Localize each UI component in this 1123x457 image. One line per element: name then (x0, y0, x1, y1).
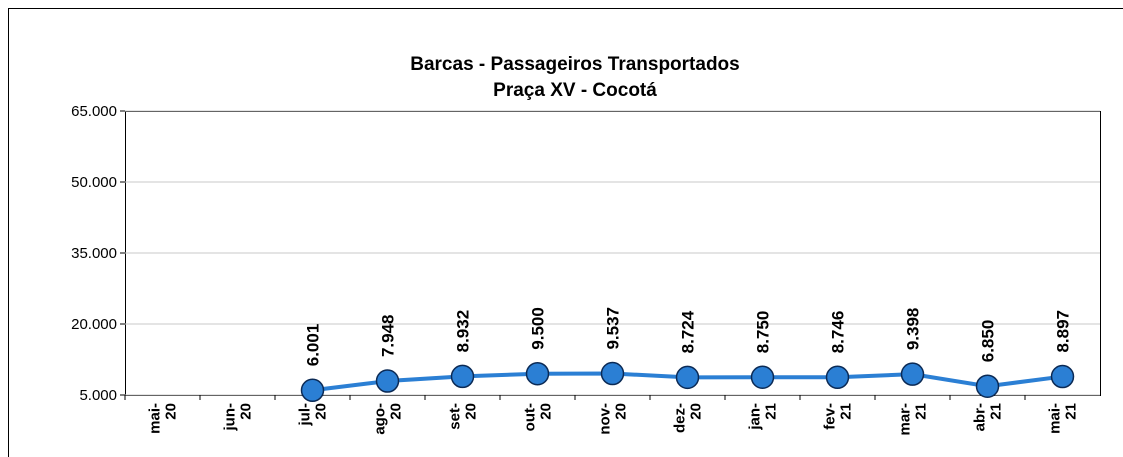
data-label: 6.850 (979, 320, 998, 363)
data-label: 8.897 (1054, 310, 1073, 353)
x-tick-label: mai-21 (1047, 403, 1080, 434)
chart-subtitle: Praça XV - Cocotá (493, 80, 657, 101)
data-label: 8.746 (829, 311, 848, 354)
x-tick-label: dez-20 (672, 403, 705, 433)
data-label: 6.001 (304, 324, 323, 367)
marker (1050, 364, 1075, 389)
x-tick-label: nov-20 (597, 403, 630, 435)
y-tick-label: 50.000 (71, 174, 117, 191)
marker (600, 361, 625, 386)
marker (300, 378, 325, 403)
marker (525, 361, 550, 386)
chart-title: Barcas - Passageiros Transportados (410, 54, 739, 75)
x-tick-label: fev-21 (822, 403, 855, 430)
data-label: 8.932 (454, 310, 473, 353)
marker (900, 362, 925, 386)
data-label: 9.398 (904, 308, 923, 351)
x-tick-label: ago-20 (372, 403, 405, 435)
x-tick-label: jul-20 (297, 403, 330, 427)
marker (375, 369, 400, 393)
x-tick-label: mar-21 (897, 403, 930, 436)
data-label: 7.948 (379, 314, 398, 357)
y-tick-label: 35.000 (71, 245, 117, 262)
marker (825, 365, 850, 390)
x-tick-label: jun-20 (222, 403, 255, 432)
data-label: 8.724 (679, 310, 698, 353)
marker (675, 365, 700, 390)
data-label: 9.500 (529, 307, 548, 350)
data-label: 8.750 (754, 311, 773, 354)
marker (975, 374, 1000, 398)
x-tick-label: jan-21 (747, 403, 780, 431)
x-tick-label: abr-21 (972, 403, 1005, 431)
marker (450, 364, 475, 389)
y-tick-label: 65.000 (71, 103, 117, 120)
chart-border (8, 8, 1123, 457)
x-tick-label: out-20 (522, 403, 555, 431)
x-tick-label: mai-20 (147, 403, 180, 434)
marker (750, 365, 775, 389)
y-tick-label: 5.000 (79, 387, 117, 404)
y-tick-label: 20.000 (71, 316, 117, 333)
data-label: 9.537 (604, 307, 623, 350)
x-tick-label: set-20 (447, 403, 480, 430)
